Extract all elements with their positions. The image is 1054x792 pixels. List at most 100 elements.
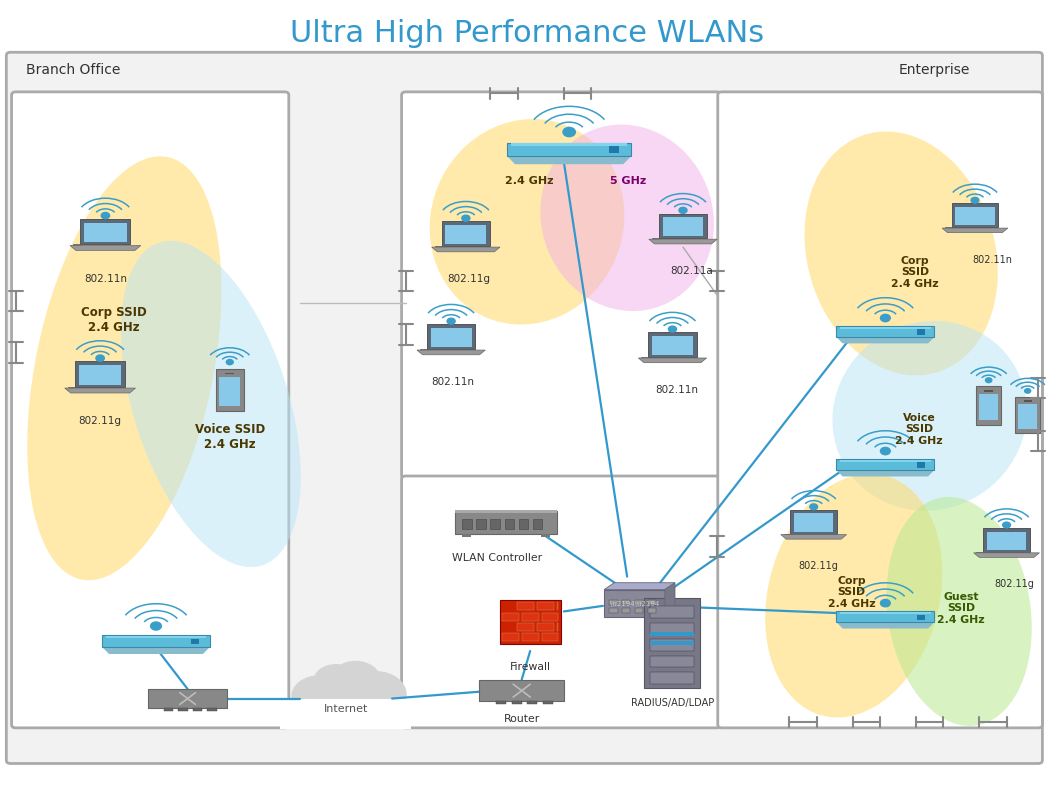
- Bar: [609, 600, 618, 605]
- Ellipse shape: [541, 124, 714, 311]
- Bar: [505, 520, 514, 529]
- Bar: [979, 394, 998, 421]
- FancyBboxPatch shape: [6, 52, 1042, 763]
- Bar: [496, 701, 506, 704]
- Bar: [84, 223, 126, 242]
- Polygon shape: [507, 156, 631, 164]
- Bar: [216, 369, 243, 410]
- Bar: [604, 589, 665, 618]
- Polygon shape: [837, 459, 934, 470]
- Circle shape: [809, 504, 818, 510]
- Bar: [648, 333, 697, 357]
- Text: \u2194\u2194: \u2194\u2194: [610, 600, 659, 607]
- Bar: [955, 207, 995, 225]
- Bar: [622, 608, 630, 613]
- Text: 802.11n: 802.11n: [84, 274, 126, 284]
- Bar: [536, 603, 554, 611]
- Polygon shape: [781, 535, 846, 539]
- Polygon shape: [649, 239, 717, 244]
- Polygon shape: [434, 246, 442, 247]
- Bar: [659, 214, 707, 238]
- Text: Router: Router: [504, 714, 540, 724]
- Bar: [502, 612, 520, 621]
- Circle shape: [880, 314, 891, 322]
- Bar: [622, 600, 630, 605]
- Bar: [917, 615, 925, 619]
- Polygon shape: [942, 228, 1008, 233]
- Bar: [543, 701, 553, 704]
- Bar: [518, 623, 534, 631]
- Bar: [522, 612, 540, 621]
- Bar: [536, 623, 554, 631]
- Text: 802.11g: 802.11g: [448, 274, 490, 284]
- Circle shape: [971, 197, 979, 204]
- Ellipse shape: [430, 119, 624, 325]
- Bar: [542, 612, 559, 621]
- Bar: [79, 365, 121, 385]
- Bar: [446, 225, 486, 244]
- Bar: [794, 513, 834, 531]
- Bar: [519, 520, 528, 529]
- Bar: [644, 598, 701, 688]
- Polygon shape: [639, 358, 706, 363]
- Polygon shape: [837, 326, 934, 337]
- Circle shape: [679, 208, 687, 213]
- Text: 802.11n: 802.11n: [973, 255, 1013, 265]
- Polygon shape: [64, 388, 136, 393]
- Bar: [1018, 404, 1037, 429]
- Circle shape: [880, 600, 891, 607]
- Polygon shape: [665, 583, 675, 618]
- Polygon shape: [976, 552, 983, 553]
- Circle shape: [151, 622, 161, 630]
- Text: Voice
SSID
2.4 GHz: Voice SSID 2.4 GHz: [895, 413, 943, 446]
- Bar: [490, 520, 500, 529]
- Polygon shape: [604, 583, 675, 589]
- Polygon shape: [419, 349, 427, 350]
- Polygon shape: [417, 350, 485, 355]
- Polygon shape: [651, 238, 659, 239]
- Text: Firewall: Firewall: [510, 662, 550, 672]
- Text: 802.11n: 802.11n: [656, 385, 698, 394]
- Text: Voice SSID
2.4 GHz: Voice SSID 2.4 GHz: [195, 423, 265, 451]
- Bar: [178, 708, 188, 711]
- Bar: [917, 463, 925, 467]
- Circle shape: [1024, 389, 1031, 393]
- Polygon shape: [837, 470, 934, 477]
- Circle shape: [563, 128, 575, 137]
- Bar: [164, 708, 173, 711]
- Text: Internet: Internet: [324, 704, 368, 714]
- Polygon shape: [641, 357, 648, 358]
- Text: 802.11g: 802.11g: [798, 562, 838, 571]
- Bar: [839, 327, 932, 329]
- Bar: [647, 600, 656, 605]
- Bar: [219, 377, 240, 406]
- Bar: [1023, 401, 1032, 402]
- Bar: [663, 217, 703, 236]
- Bar: [522, 633, 540, 641]
- Bar: [976, 386, 1001, 425]
- FancyBboxPatch shape: [12, 92, 289, 728]
- Bar: [650, 641, 695, 645]
- Bar: [542, 534, 550, 537]
- Bar: [479, 680, 565, 702]
- Bar: [193, 708, 202, 711]
- Circle shape: [314, 664, 357, 698]
- Circle shape: [308, 670, 384, 727]
- Bar: [502, 633, 520, 641]
- Text: 802.11g: 802.11g: [79, 417, 121, 426]
- Circle shape: [880, 447, 891, 455]
- Bar: [80, 219, 131, 245]
- Polygon shape: [837, 611, 934, 623]
- Text: 802.11n: 802.11n: [432, 377, 474, 386]
- Ellipse shape: [833, 321, 1027, 511]
- Bar: [635, 600, 643, 605]
- Bar: [148, 688, 228, 709]
- Ellipse shape: [121, 241, 300, 567]
- Text: 2.4 GHz: 2.4 GHz: [505, 176, 553, 185]
- Bar: [208, 708, 217, 711]
- Circle shape: [985, 378, 992, 383]
- Bar: [427, 325, 475, 349]
- Bar: [650, 623, 695, 634]
- Bar: [650, 632, 695, 635]
- Bar: [790, 510, 837, 534]
